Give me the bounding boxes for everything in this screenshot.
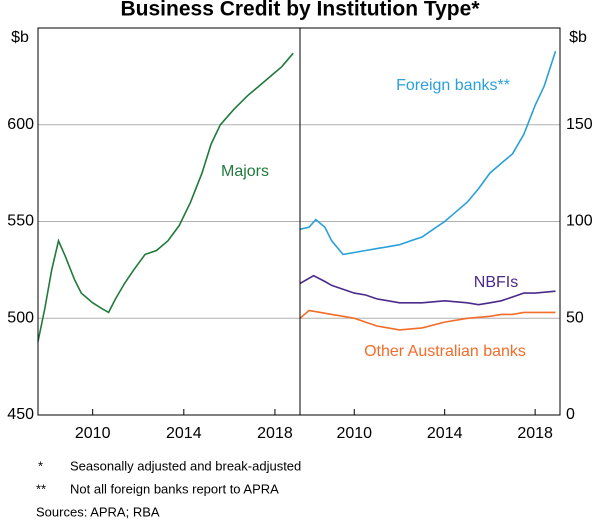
y-tick-label: 550 bbox=[7, 213, 34, 230]
chart-title: Business Credit by Institution Type* bbox=[121, 0, 481, 21]
note-text: Seasonally adjusted and break-adjusted bbox=[70, 458, 301, 473]
y-tick-label: 600 bbox=[7, 116, 34, 133]
y-tick-label: 450 bbox=[7, 406, 34, 423]
series-label: Foreign banks** bbox=[396, 77, 510, 94]
plot-frame bbox=[37, 27, 561, 416]
x-tick-label: 2010 bbox=[336, 425, 372, 442]
line-series bbox=[299, 50, 557, 256]
x-tick-label: 2010 bbox=[75, 425, 111, 442]
x-tick-label: 2018 bbox=[257, 425, 293, 442]
series-label: Majors bbox=[221, 163, 269, 180]
y-tick-label: 150 bbox=[566, 116, 593, 133]
y-tick-label: 100 bbox=[566, 213, 593, 230]
series-label: Other Australian banks bbox=[364, 343, 526, 360]
x-tick-label: 2018 bbox=[517, 425, 553, 442]
x-tick-label: 2014 bbox=[427, 425, 463, 442]
line-series bbox=[299, 309, 556, 331]
y-tick-label: 0 bbox=[566, 406, 575, 423]
line-series bbox=[37, 52, 294, 342]
note-marker: ** bbox=[36, 481, 46, 496]
y-tick-label: 50 bbox=[566, 309, 584, 326]
y-unit-label: $b bbox=[11, 29, 29, 46]
series-label: NBFIs bbox=[474, 274, 518, 291]
line-series bbox=[299, 274, 556, 306]
y-unit-label: $b bbox=[569, 29, 587, 46]
note-marker: * bbox=[38, 458, 43, 473]
note-text: Not all foreign banks report to APRA bbox=[70, 481, 279, 496]
sources: Sources: APRA; RBA bbox=[36, 504, 160, 519]
y-tick-label: 500 bbox=[7, 309, 34, 326]
x-tick-label: 2014 bbox=[166, 425, 202, 442]
